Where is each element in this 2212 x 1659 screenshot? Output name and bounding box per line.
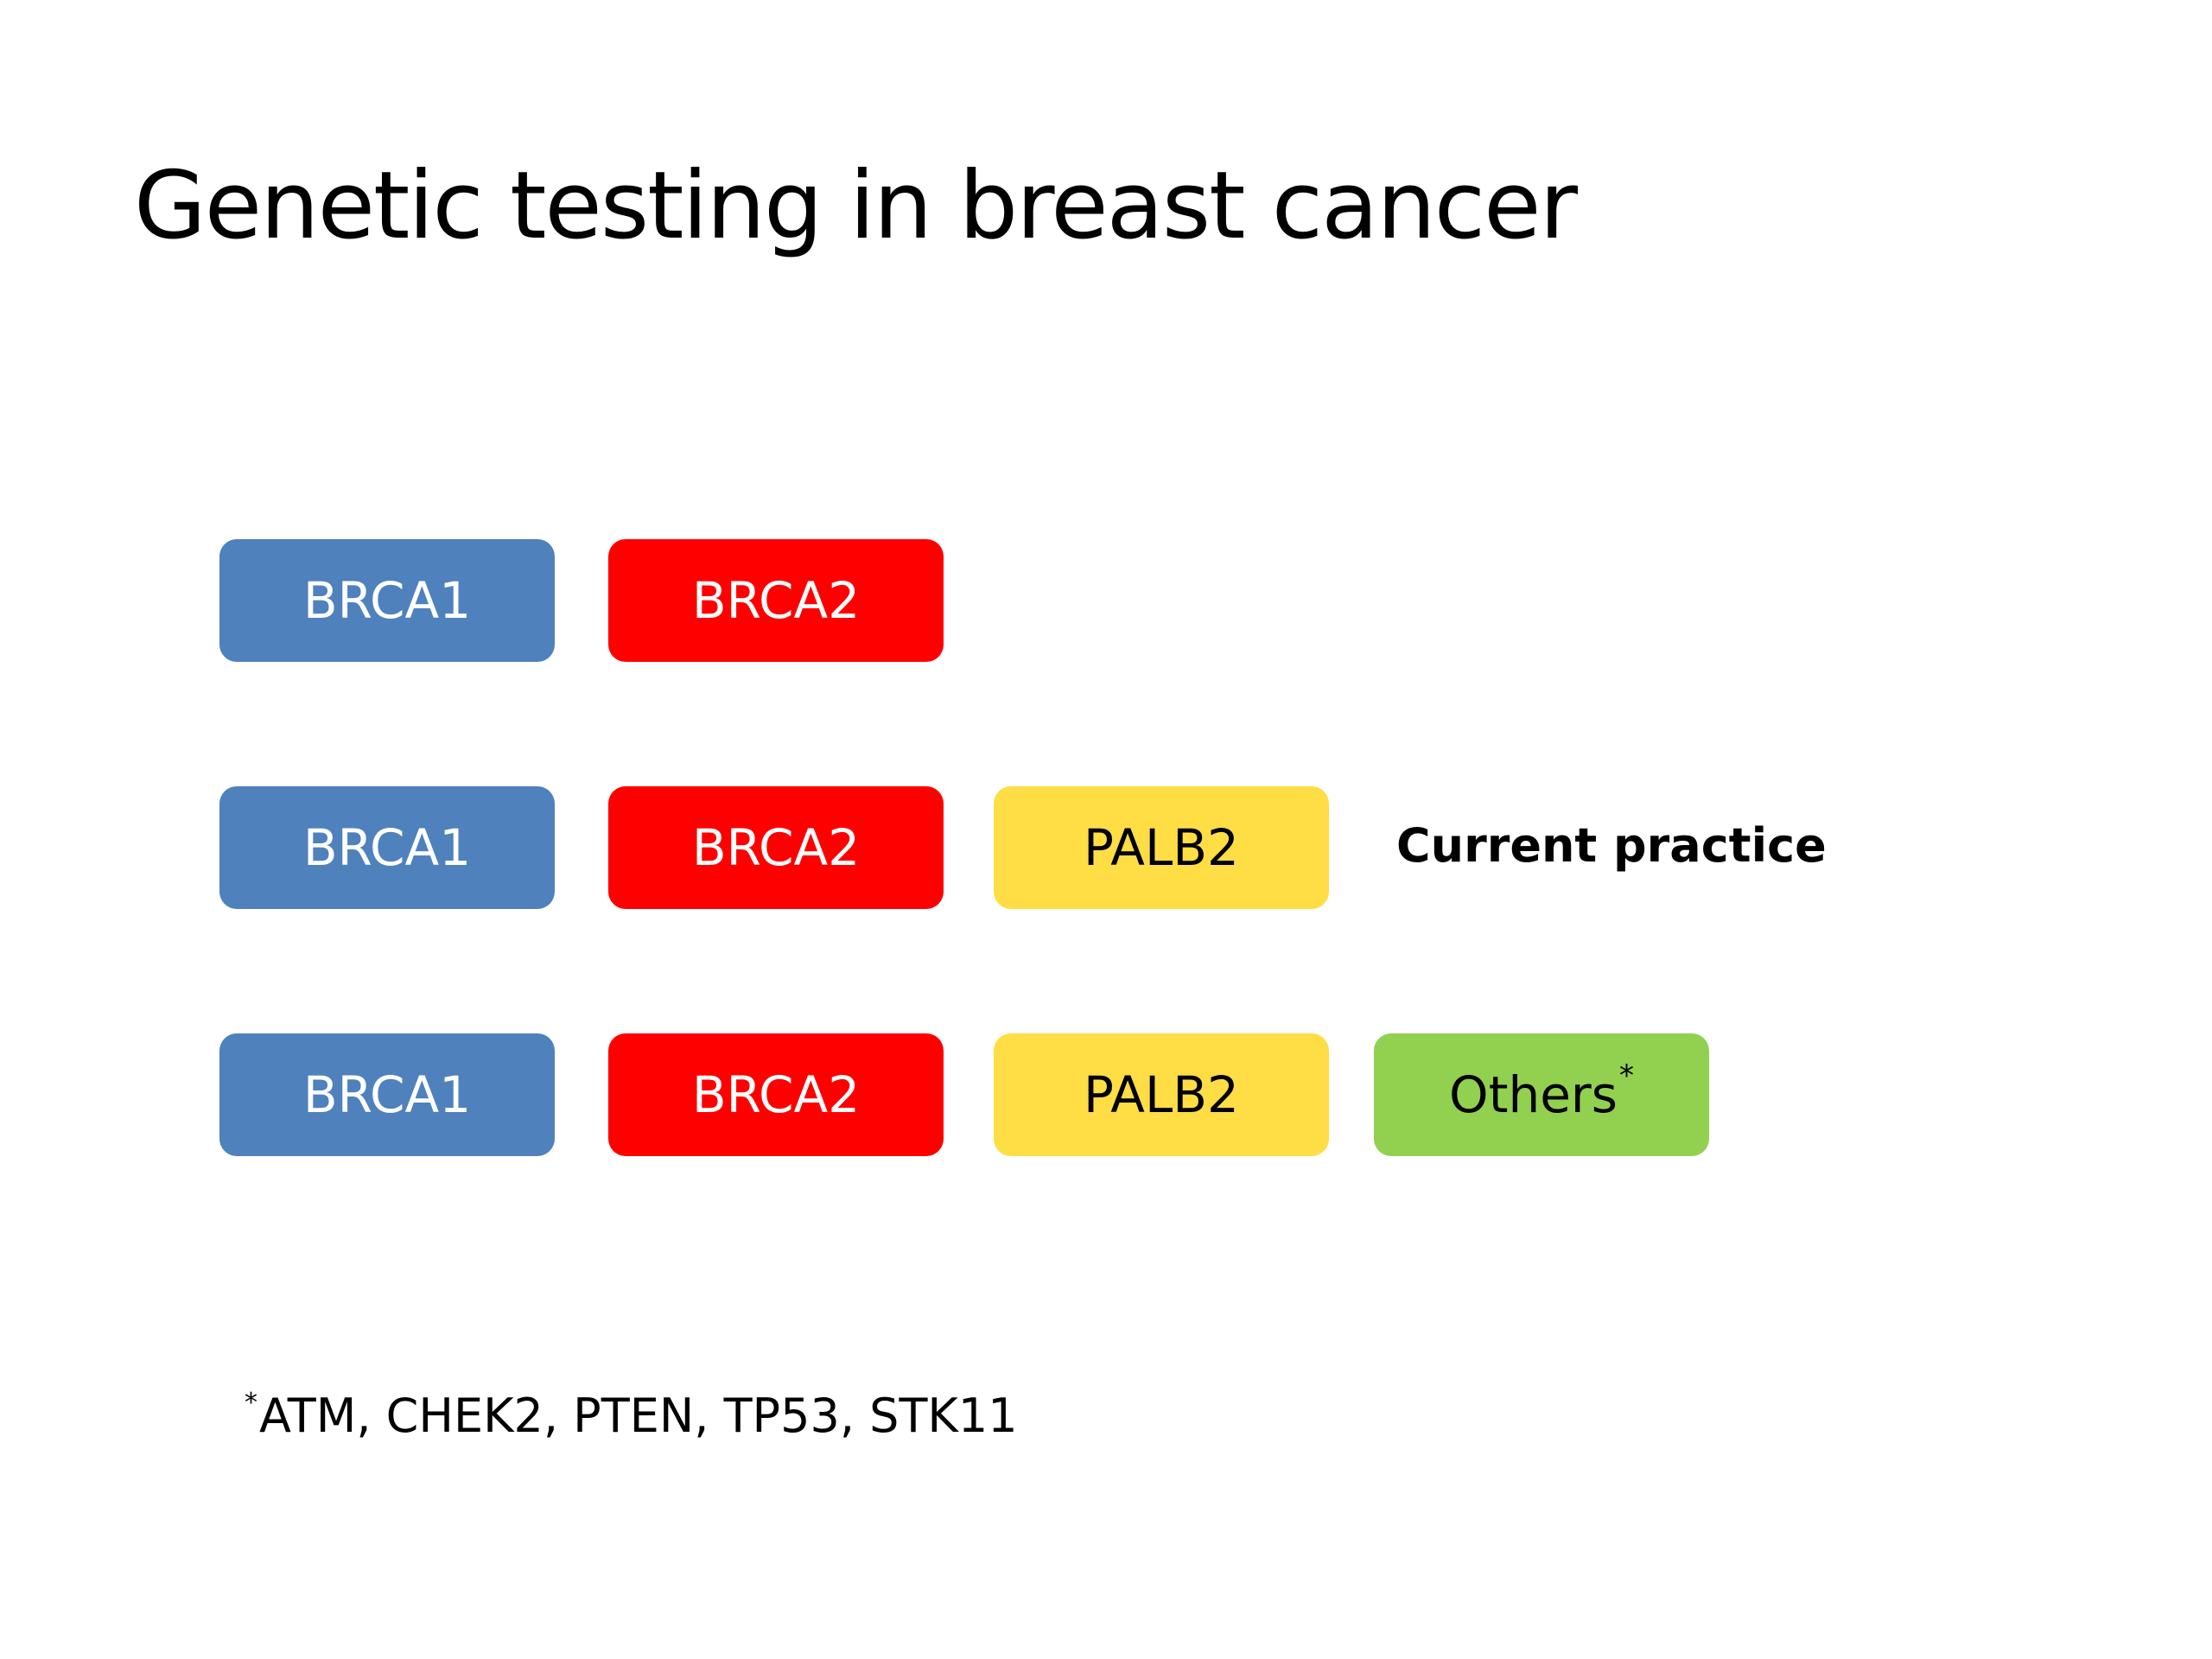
current-practice-label: Current practice bbox=[1396, 818, 1827, 873]
gene-box-brca2: BRCA2 bbox=[608, 786, 944, 909]
gene-label: BRCA2 bbox=[691, 1065, 861, 1124]
gene-box-brca1: BRCA1 bbox=[219, 786, 555, 909]
gene-box-palb2: PALB2 bbox=[994, 1033, 1329, 1156]
gene-box-brca1: BRCA1 bbox=[219, 1033, 555, 1156]
footnote-marker: * bbox=[1618, 1058, 1634, 1093]
gene-label: PALB2 bbox=[1084, 1065, 1239, 1124]
footnote-marker: * bbox=[245, 1388, 257, 1418]
gene-box-brca2: BRCA2 bbox=[608, 1033, 944, 1156]
gene-label: BRCA1 bbox=[302, 818, 472, 877]
gene-label: BRCA2 bbox=[691, 818, 861, 877]
gene-box-brca2: BRCA2 bbox=[608, 539, 944, 662]
gene-box-others: Others * bbox=[1374, 1033, 1709, 1156]
slide-title: Genetic testing in breast cancer bbox=[134, 152, 1578, 260]
gene-label: BRCA1 bbox=[302, 571, 472, 630]
gene-label: BRCA2 bbox=[691, 571, 861, 630]
gene-label: PALB2 bbox=[1084, 818, 1239, 877]
gene-box-palb2: PALB2 bbox=[994, 786, 1329, 909]
footnote-text: ATM, CHEK2, PTEN, TP53, STK11 bbox=[259, 1389, 1018, 1443]
gene-box-brca1: BRCA1 bbox=[219, 539, 555, 662]
gene-label: Others bbox=[1449, 1065, 1618, 1124]
gene-label: BRCA1 bbox=[302, 1065, 472, 1124]
footnote: *ATM, CHEK2, PTEN, TP53, STK11 bbox=[245, 1390, 1018, 1440]
